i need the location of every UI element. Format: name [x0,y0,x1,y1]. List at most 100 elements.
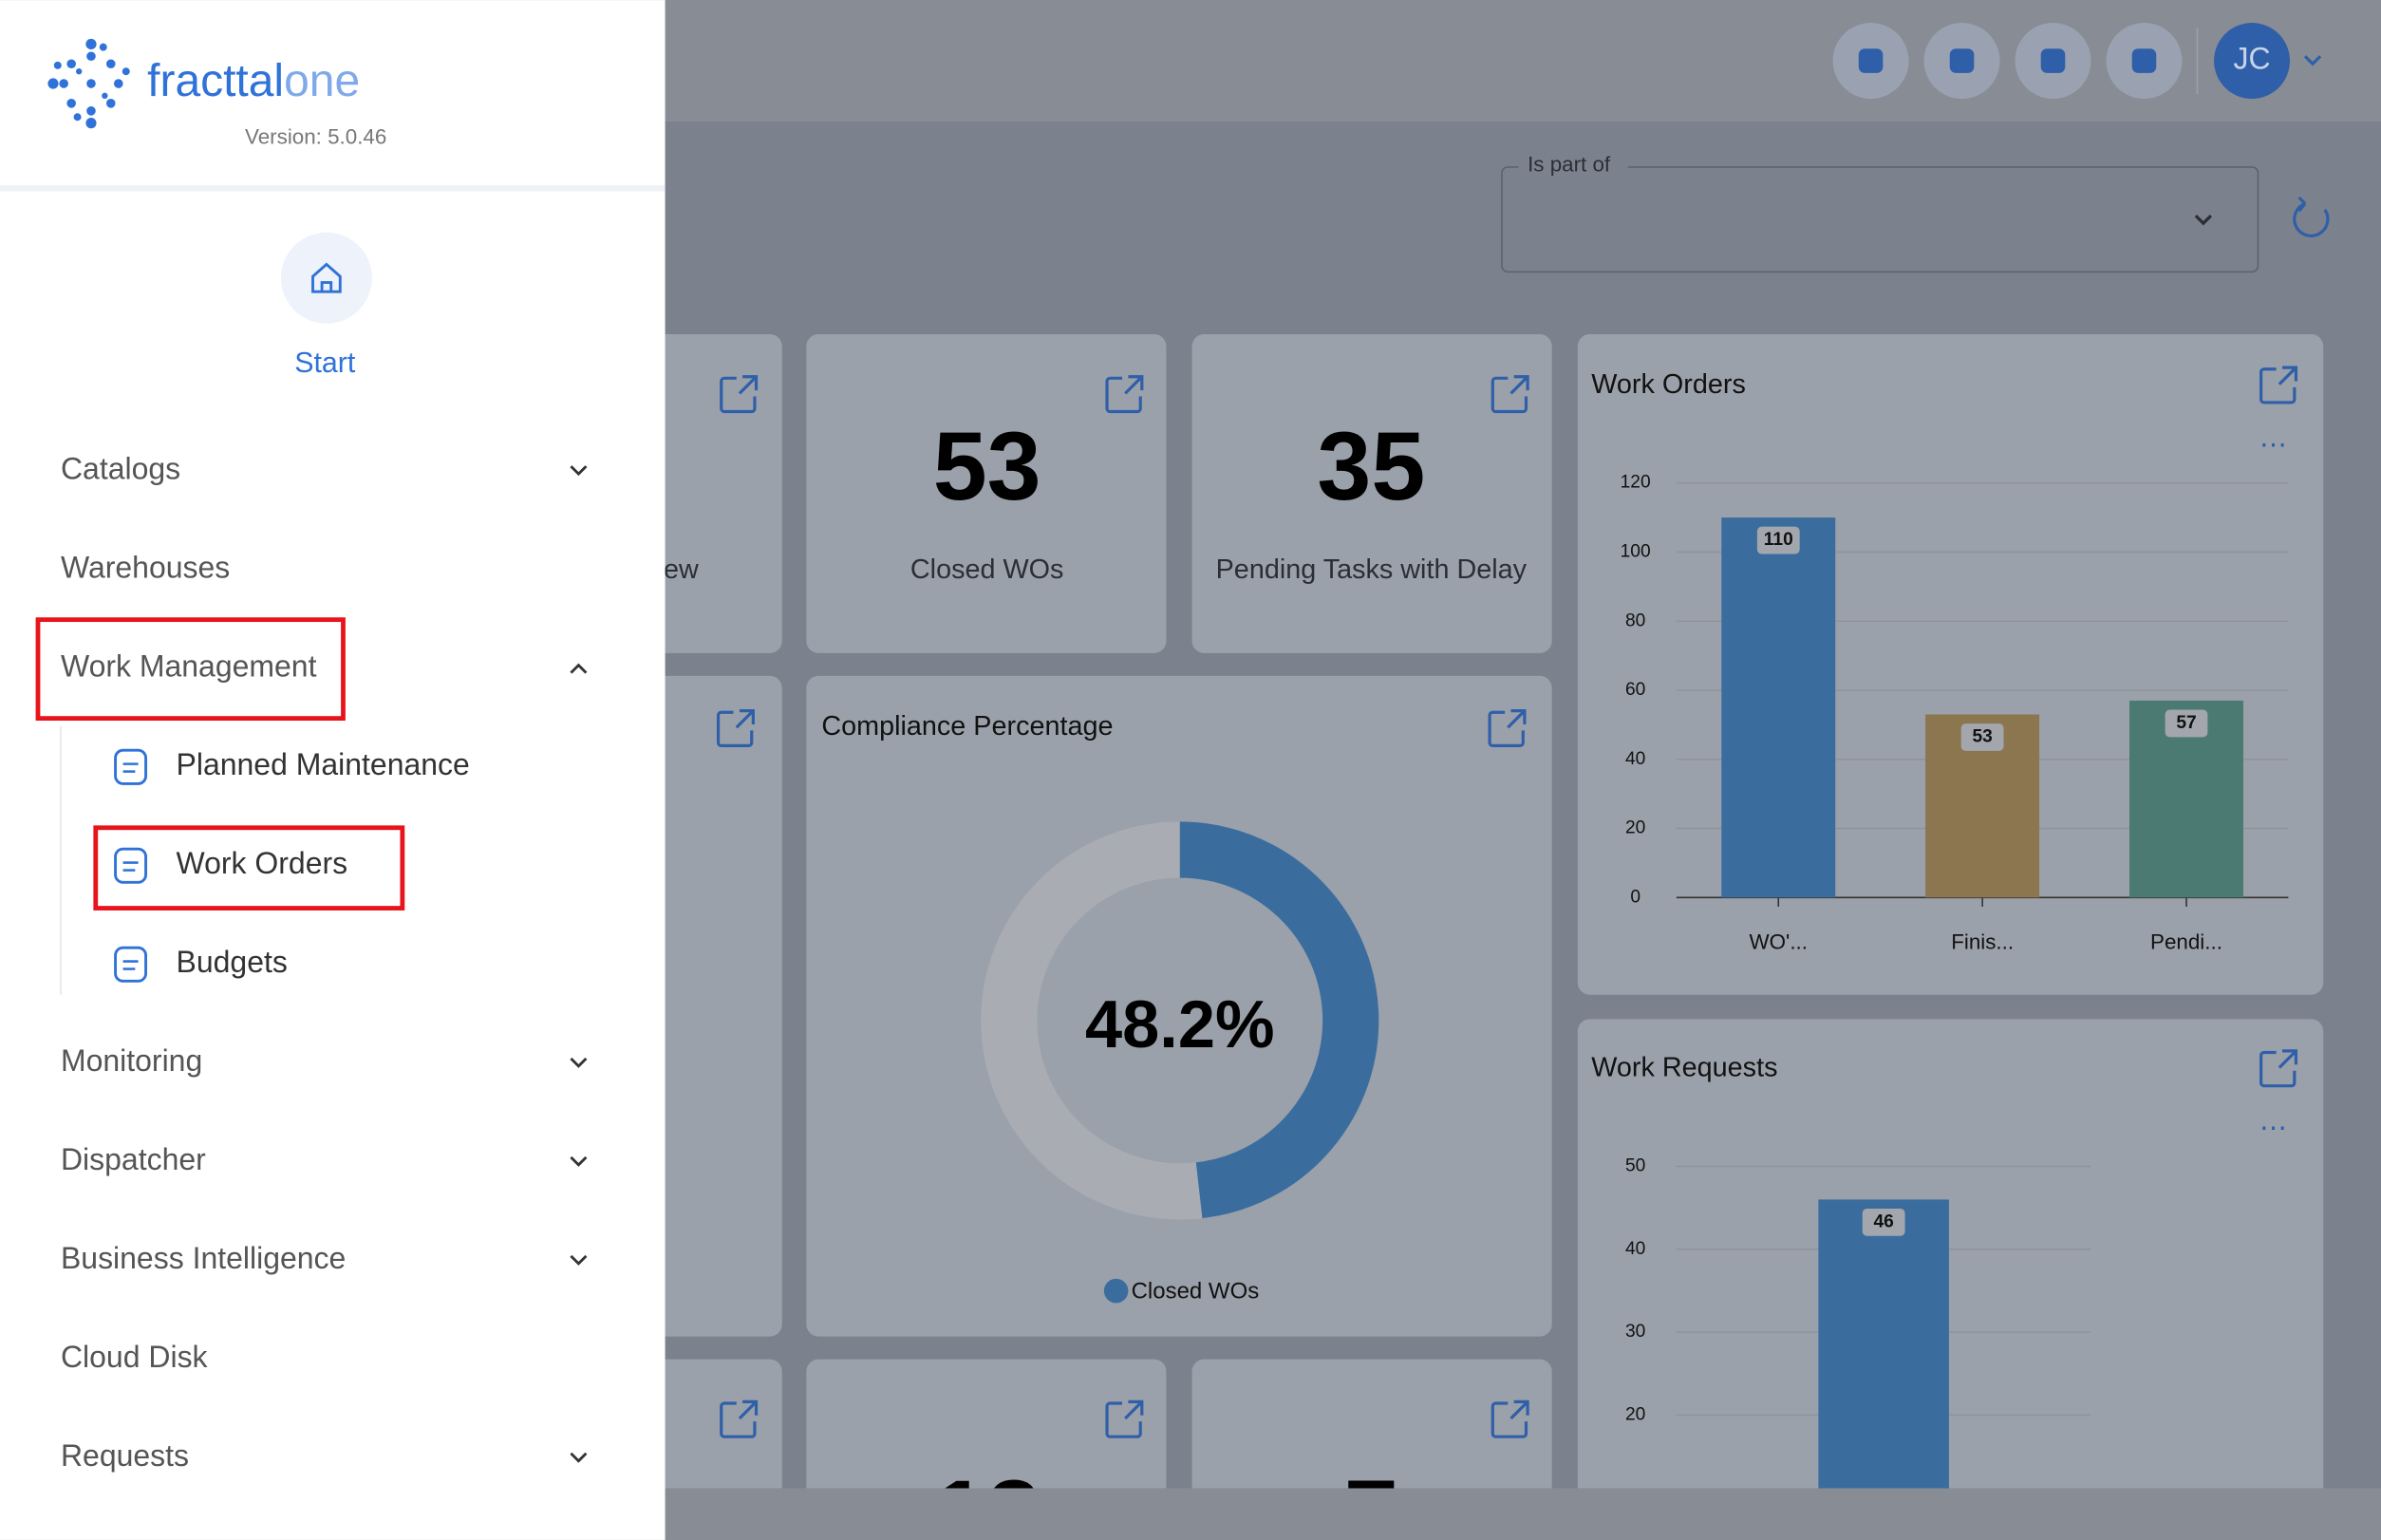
kpi-value: 7 [1344,1459,1398,1540]
menu-label: Work Orders [177,846,348,880]
submenu-item[interactable]: Work Orders [114,846,348,884]
open-link-icon[interactable] [1490,375,1529,414]
toolbar-button[interactable] [1832,23,1909,100]
open-link-icon[interactable] [1490,1399,1529,1438]
bar-label-bg [1756,526,1800,554]
kpi-value: 35 [1317,411,1425,520]
start-button[interactable]: Start [280,232,372,379]
submenu-icon [114,748,147,785]
more-menu[interactable]: ⋯ [2259,430,2287,460]
open-link-icon[interactable] [2259,366,2298,404]
avatar[interactable]: JC [2214,23,2291,100]
start-icon-bg [280,232,372,324]
menu-item[interactable]: Dispatcher [61,1142,588,1176]
card [637,1359,782,1489]
menu-item[interactable]: Requests [61,1438,588,1473]
y-tick-label: 60 [1625,680,1645,700]
y-tick-label: 120 [1621,473,1651,493]
logo-dot [85,118,97,129]
filter-label: Is part of [1528,152,1611,176]
open-link-icon[interactable] [716,709,755,748]
menu-item[interactable]: Monitoring [61,1043,588,1078]
legend-label: Closed WOs [1132,1279,1260,1305]
logo-dot [122,67,130,76]
menu-item[interactable]: Warehouses [61,550,230,584]
open-link-icon[interactable] [1105,375,1144,414]
bar-label-bg [1960,723,2004,751]
open-link-icon[interactable] [1105,1399,1144,1438]
logo-text: fracttalone [147,56,360,106]
logo-dot [86,106,96,116]
donut-label: 48.2% [1085,986,1275,1061]
open-link-icon[interactable] [2259,1049,2298,1088]
topbar-icons: JC [1832,23,2322,100]
bar-label: 110 [1764,530,1793,550]
logo-dot [86,79,96,88]
donut-arc [1179,821,1379,1219]
card [806,1359,1167,1489]
button-glyph [1949,48,1975,73]
bar [1721,517,1836,898]
logo-dot [105,59,116,69]
menu-item[interactable]: Business Intelligence [61,1241,588,1275]
logo-dot [66,99,76,108]
open-link-icon[interactable] [720,1399,759,1438]
card [637,333,782,653]
chevron [570,1155,588,1167]
chevron [570,1254,588,1266]
button-glyph [1858,48,1884,73]
open-link-icon[interactable] [1488,709,1527,748]
menu-item[interactable]: Catalogs [61,451,588,485]
sidebar: fracttalone Version: 5.0.46 Start Catalogs W… [0,0,666,1540]
card [806,675,1552,1337]
y-tick-label: 30 [1625,1322,1645,1342]
refresh-icon[interactable] [2293,196,2330,237]
open-link-icon[interactable] [720,375,759,414]
submenu-item[interactable]: Planned Maintenance [114,747,470,785]
menu-label: Work Management [61,648,317,683]
toolbar-button[interactable] [2106,23,2183,100]
menu-label: Warehouses [61,550,230,584]
chevron [570,1452,588,1463]
y-tick-label: 40 [1625,749,1645,769]
menu-item[interactable]: Cloud Disk [61,1340,209,1374]
card [1577,1019,2324,1489]
y-tick-label: 0 [1630,887,1640,907]
submenu-icon [114,847,147,884]
submenu-item[interactable]: Budgets [114,945,288,983]
y-tick-label: 100 [1621,542,1651,562]
filter[interactable]: Is part of [1501,152,2259,273]
bar-label: 57 [2176,713,2196,733]
more-menu[interactable]: ⋯ [2259,1114,2287,1144]
dashboard: Is part of ew 53 Closed WOs 35 Pending Tasks … [637,152,2330,1540]
y-tick-label: 40 [1625,1239,1645,1259]
x-tick-label: Pendi... [2150,930,2222,953]
filter-label-bg [1518,155,1628,177]
toolbar-button[interactable] [2015,23,2091,100]
card-title: Work Orders [1591,369,1746,400]
toolbar-button[interactable] [1923,23,2000,100]
y-tick-label: 20 [1625,1405,1645,1425]
start-label: Start [294,347,356,379]
menu-item[interactable]: Work Management [61,648,588,683]
menu-label: Business Intelligence [61,1241,346,1275]
filter-box [1501,166,2259,273]
logo-dot [53,61,62,69]
home-icon [311,262,342,293]
legend-swatch [1103,1278,1129,1304]
x-tick-label: WO'... [1750,930,1808,953]
bar [1818,1199,1949,1489]
card-title: Work Requests [1591,1053,1777,1083]
kpi-value: 53 [933,411,1041,520]
button-glyph [2131,48,2157,73]
version: Version: 5.0.46 [245,125,386,149]
bar-label: 46 [1873,1211,1893,1231]
chevron [2194,215,2212,226]
menu-label: Catalogs [61,451,180,485]
logo-dot [66,59,76,69]
submenu-icon [114,946,147,983]
chevron [570,663,588,674]
kpi-value: 13 [933,1459,1041,1540]
